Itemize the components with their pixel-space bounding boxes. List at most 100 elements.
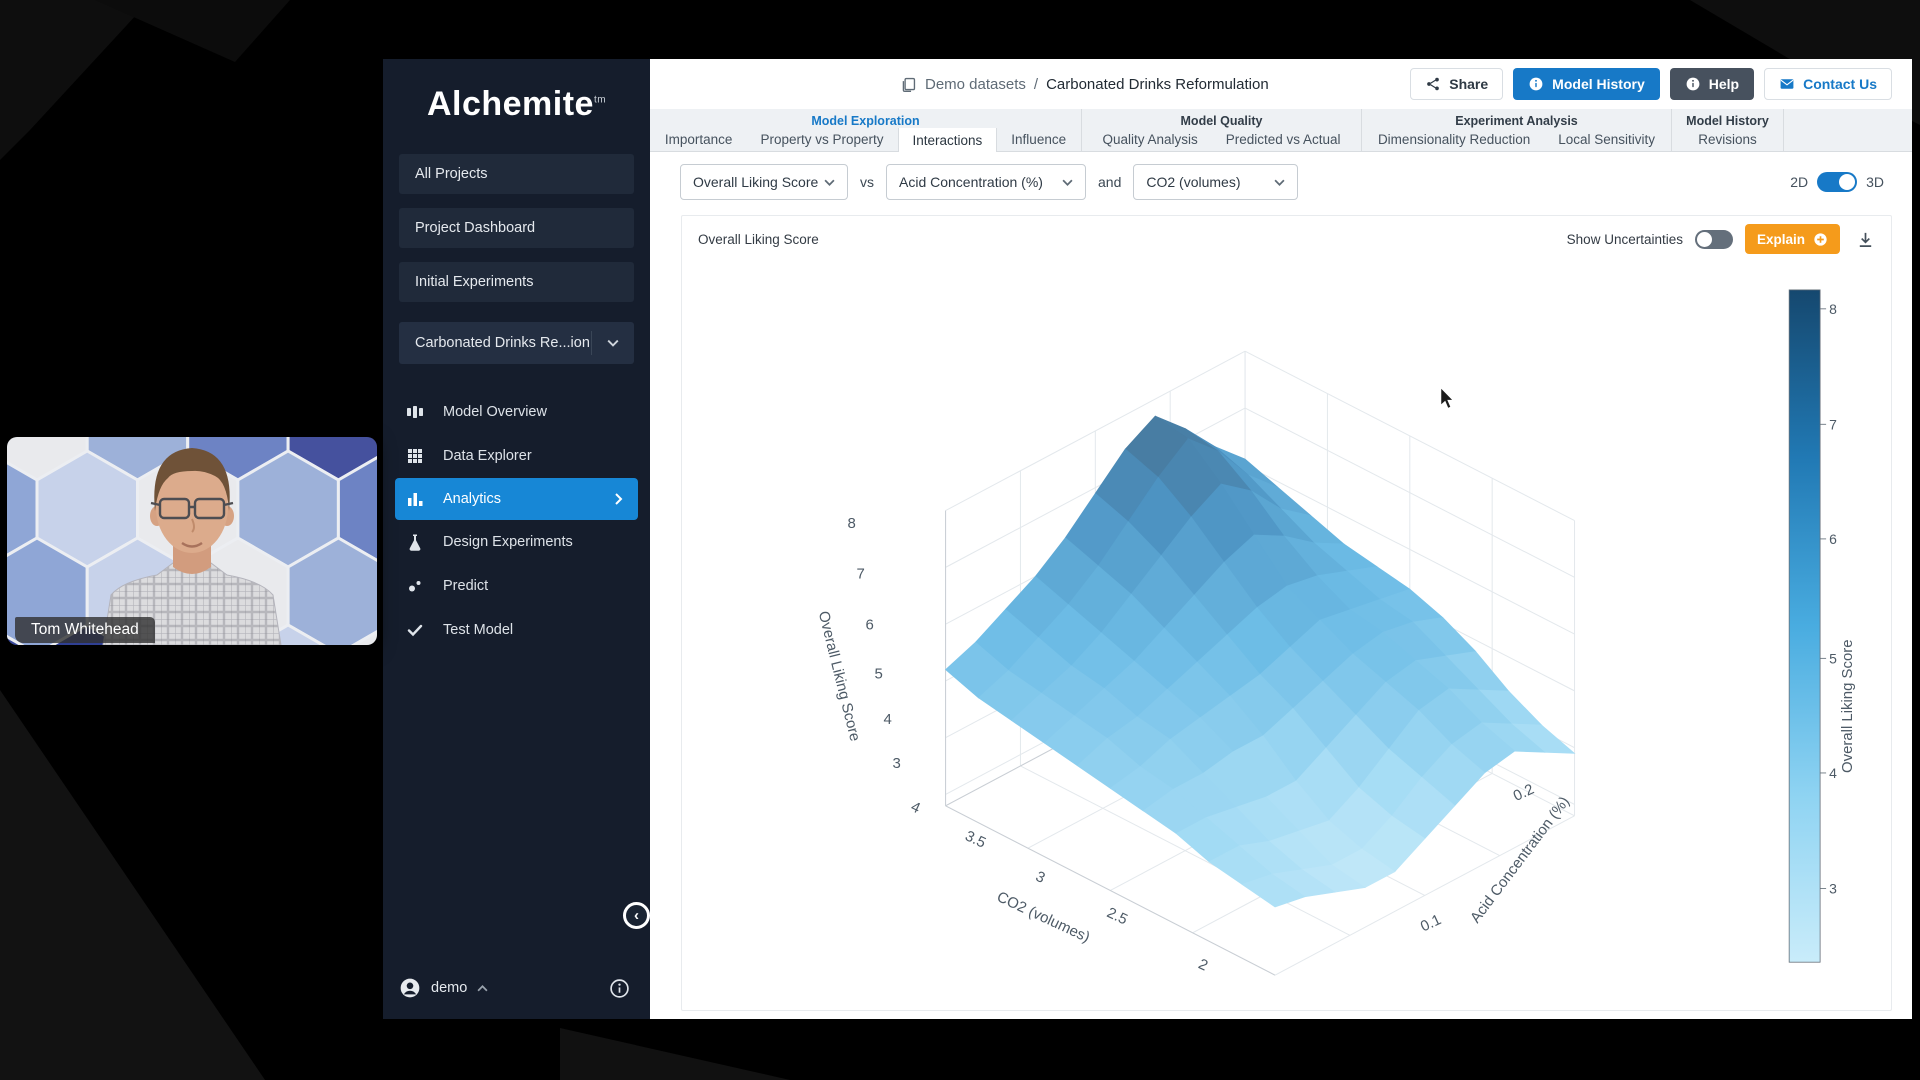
x1-property-select[interactable]: Acid Concentration (%) [886,164,1086,200]
divider [591,331,592,355]
chevron-down-icon [592,339,634,347]
breadcrumb-separator: / [1033,75,1039,93]
y-axis-title: Acid Concentration (%) [1467,793,1573,926]
carousel-icon [407,406,423,418]
top-actions: Share Model History Help Contact Us [1410,68,1892,100]
bar-chart-icon [408,493,423,506]
chevron-up-icon [477,984,488,991]
show-uncertainties-label: Show Uncertainties [1566,231,1683,247]
colorbar-tick: 5 [1829,650,1837,666]
tab-importance[interactable]: Importance [664,132,733,147]
toggle-3d-label: 3D [1866,174,1884,190]
sidebar-item-design-experiments[interactable]: Design Experiments [383,520,650,564]
z-axis-title: Overall Liking Score [815,609,864,743]
axis-tick-label: 5 [875,665,883,682]
toggle-knob [1696,231,1712,247]
checkmark-icon [407,624,423,637]
chart-actions: Show Uncertainties Explain [1567,224,1875,254]
y-property-value: Overall Liking Score [693,174,819,190]
sidebar-item-label: All Projects [415,166,488,182]
menu-item-label: Model Overview [443,404,547,420]
contact-us-button[interactable]: Contact Us [1764,68,1892,100]
y-property-select[interactable]: Overall Liking Score [680,164,848,200]
menu-item-label: Predict [443,578,489,594]
surface-cell [1241,873,1306,908]
sidebar-item-model-overview[interactable]: Model Overview [383,390,650,434]
sidebar-item-label: Project Dashboard [415,220,536,236]
help-button[interactable]: Help [1669,68,1755,100]
surface-mesh [945,415,1576,908]
help-label: Help [1708,76,1740,92]
axis-tick-label: 3.5 [962,828,988,852]
tabs-bar: Model Exploration Importance Property vs… [650,109,1912,152]
axis-tick-label: 2 [1196,956,1211,975]
dimension-toggle[interactable] [1817,172,1858,192]
username[interactable]: demo [431,980,468,996]
tab-property-vs-property[interactable]: Property vs Property [760,132,884,147]
sidebar-item-analytics[interactable]: Analytics [395,478,638,520]
tab-group-model-exploration: Model Exploration Importance Property vs… [650,109,1082,152]
colorbar-tick: 8 [1829,301,1837,317]
tab-group-label: Model Quality [1180,114,1263,128]
tab-quality-analysis[interactable]: Quality Analysis [1102,132,1198,147]
axis-tick-label: 0.2 [1511,781,1537,805]
sidebar-item-predict[interactable]: Predict [383,564,650,608]
breadcrumb-root[interactable]: Demo datasets [925,75,1026,93]
tab-revisions[interactable]: Revisions [1698,132,1757,147]
glasses [150,497,234,520]
sidebar-footer: demo [383,963,650,1019]
info-icon[interactable] [609,978,630,999]
x1-property-value: Acid Concentration (%) [899,174,1043,190]
tab-local-sensitivity[interactable]: Local Sensitivity [1558,132,1656,147]
colorbar [1788,289,1821,963]
user-avatar-icon[interactable] [399,977,421,999]
tab-influence[interactable]: Influence [1011,132,1067,147]
colorbar-tick: 4 [1829,765,1837,781]
download-icon[interactable] [1856,230,1875,249]
explain-label: Explain [1756,231,1805,247]
axis-tick-label: 4 [883,711,891,728]
sidebar-collapse-button[interactable]: ‹ [623,902,650,929]
axis-tick-label: 8 [848,515,856,532]
tab-predicted-vs-actual[interactable]: Predicted vs Actual [1225,132,1341,147]
menu-item-label: Data Explorer [443,448,532,464]
x2-property-select[interactable]: CO2 (volumes) [1133,164,1299,200]
share-icon [1427,77,1440,91]
surface-plot[interactable]: 8 7 6 5 4 3 4 3.5 3 2.5 2 0.2 0.1 Overall Liking Scor… [682,262,1891,1010]
tabs-filler [1784,109,1912,151]
flask-icon [409,534,421,551]
menu-item-label: Analytics [443,491,502,507]
axis-tick-label: 7 [857,566,865,583]
mouse-cursor [1440,386,1455,410]
axis-tick-label: 4 [908,798,923,817]
sidebar-item-test-model[interactable]: Test Model [383,608,650,652]
explain-button[interactable]: Explain [1744,224,1840,254]
participant-name-tag: Tom Whitehead [15,617,155,643]
sidebar-spacer [383,652,650,963]
scatter-dots-icon [409,581,421,592]
hexagon-tile [7,634,25,645]
tab-interactions[interactable]: Interactions [897,128,998,152]
model-history-button[interactable]: Model History [1513,68,1660,100]
hexagon-tile [336,455,377,563]
chevron-down-icon [824,179,835,186]
sidebar-item-all-projects[interactable]: All Projects [399,154,634,194]
tab-group-model-history: Model History Revisions [1672,109,1784,151]
toggle-knob [1839,174,1856,190]
mouth [181,541,203,548]
project-selector[interactable]: Carbonated Drinks Re...ion [399,322,634,364]
axis-controls: Overall Liking Score vs Acid Concentrati… [650,152,1912,212]
sidebar-item-project-dashboard[interactable]: Project Dashboard [399,208,634,248]
surface-plot-svg: 8 7 6 5 4 3 4 3.5 3 2.5 2 0.2 0.1 Overall Liking Scor… [815,289,1856,976]
webcam-video: Tom Whitehead [7,437,377,645]
info-icon [1686,77,1700,91]
hair [154,448,230,511]
tab-group-label: Model Exploration [811,114,920,128]
sidebar-item-initial-experiments[interactable]: Initial Experiments [399,262,634,302]
share-button[interactable]: Share [1410,68,1504,100]
show-uncertainties-toggle[interactable] [1694,229,1733,249]
tab-group-model-quality: Model Quality Quality Analysis Predicted… [1082,109,1362,151]
axis-tick-label: 6 [866,617,874,634]
tab-dimensionality-reduction[interactable]: Dimensionality Reduction [1377,132,1531,147]
sidebar-item-data-explorer[interactable]: Data Explorer [383,434,650,478]
